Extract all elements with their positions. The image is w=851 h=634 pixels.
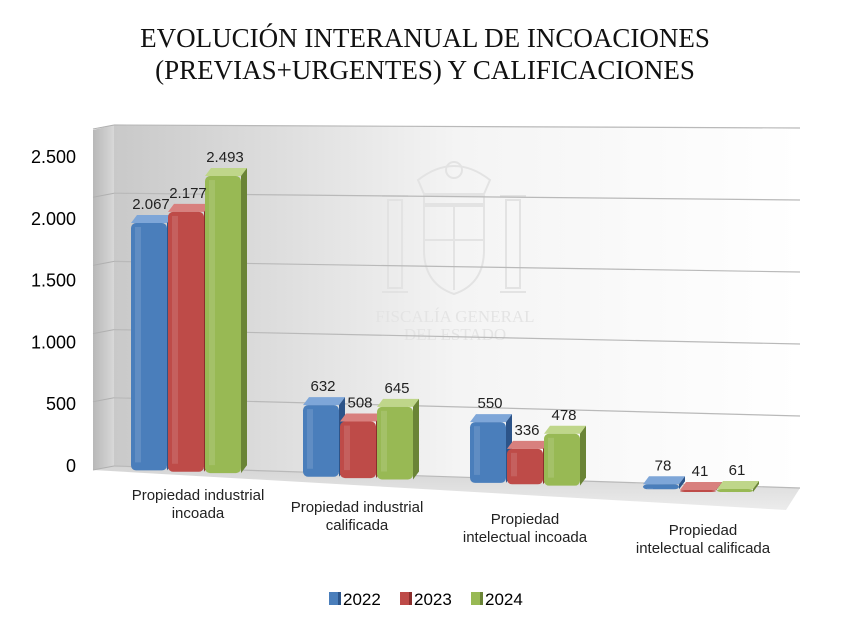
bar-top bbox=[470, 414, 512, 423]
gridline-side bbox=[92, 329, 115, 335]
data-label: 2.177 bbox=[169, 185, 207, 202]
legend-swatch-side bbox=[409, 592, 412, 605]
data-label: 2.493 bbox=[206, 149, 244, 166]
data-label: 478 bbox=[551, 407, 576, 424]
bar-top bbox=[131, 215, 173, 224]
bar-highlight bbox=[474, 426, 480, 475]
bar-highlight bbox=[344, 425, 350, 471]
bar bbox=[717, 489, 753, 493]
category-label: Propiedad industrial bbox=[132, 487, 265, 504]
category-label: Propiedad industrial bbox=[291, 499, 424, 516]
bar-highlight bbox=[381, 410, 387, 472]
gridline-side bbox=[92, 124, 115, 130]
bar bbox=[643, 484, 679, 490]
bar-top bbox=[205, 168, 247, 177]
side-wall bbox=[93, 125, 114, 470]
legend-label: 2024 bbox=[485, 590, 523, 609]
bar-highlight bbox=[172, 215, 178, 464]
bar-side bbox=[679, 476, 685, 490]
legend-label: 2023 bbox=[414, 590, 452, 609]
data-label: 2.067 bbox=[132, 196, 170, 213]
y-tick-label: 0 bbox=[66, 456, 76, 476]
bar-side bbox=[241, 168, 247, 474]
gridline-side bbox=[92, 192, 115, 198]
gridline bbox=[113, 124, 801, 129]
data-label: 508 bbox=[347, 395, 372, 412]
legend-swatch-side bbox=[480, 592, 483, 605]
legend: 2022 2023 2024 bbox=[329, 590, 523, 609]
bar-top bbox=[643, 476, 685, 485]
bar-highlight bbox=[209, 180, 215, 466]
bar-top bbox=[544, 425, 586, 434]
bar-top bbox=[717, 481, 759, 490]
bar-top bbox=[507, 440, 549, 449]
bar bbox=[340, 421, 376, 479]
bar bbox=[507, 448, 543, 485]
bar-side bbox=[413, 398, 419, 480]
data-labels: 2.067 632 550 78 2.177 508 336 41 2.493 645 478 61 bbox=[132, 149, 745, 480]
bars bbox=[131, 168, 759, 495]
bar-highlight bbox=[647, 488, 653, 490]
y-axis: 0 500 1.000 1.500 2.000 2.500 bbox=[31, 147, 76, 476]
bar-top bbox=[303, 397, 345, 406]
bar bbox=[544, 433, 580, 486]
gridline-side bbox=[92, 397, 115, 403]
y-tick-label: 1.000 bbox=[31, 332, 76, 352]
bar-top bbox=[680, 481, 722, 490]
back-wall bbox=[114, 125, 800, 488]
gridline-side bbox=[92, 465, 115, 471]
legend-swatch-side bbox=[338, 592, 341, 605]
chart-title-line-2: (PREVIAS+URGENTES) Y CALIFICACIONES bbox=[155, 55, 695, 85]
bar-highlight bbox=[307, 409, 313, 469]
chart-title-line-1: EVOLUCIÓN INTERANUAL DE INCOACIONES bbox=[140, 23, 710, 53]
legend-label: 2022 bbox=[343, 590, 381, 609]
category-label: calificada bbox=[326, 517, 389, 534]
y-tick-label: 500 bbox=[46, 394, 76, 414]
y-tick-label: 2.000 bbox=[31, 209, 76, 229]
data-label: 61 bbox=[729, 462, 746, 479]
bar bbox=[377, 406, 413, 480]
bar bbox=[680, 489, 716, 492]
category-label: incoada bbox=[172, 505, 225, 522]
watermark-line-1: FISCALÍA GENERAL bbox=[375, 307, 534, 326]
bar-highlight bbox=[721, 493, 727, 495]
floor bbox=[93, 466, 800, 510]
bar-top bbox=[168, 203, 210, 212]
bar-highlight bbox=[684, 493, 690, 495]
bar-highlight bbox=[511, 452, 517, 477]
bar-side bbox=[753, 481, 759, 493]
category-label: Propiedad bbox=[669, 522, 737, 539]
data-label: 41 bbox=[692, 463, 709, 480]
y-tick-label: 1.500 bbox=[31, 271, 76, 291]
gridline-side bbox=[92, 260, 115, 266]
category-label: Propiedad bbox=[491, 511, 559, 528]
data-label: 632 bbox=[310, 378, 335, 395]
bar bbox=[470, 422, 506, 483]
bar-top bbox=[340, 413, 382, 422]
y-tick-label: 2.500 bbox=[31, 147, 76, 167]
bar bbox=[205, 176, 241, 474]
data-label: 78 bbox=[655, 457, 672, 474]
plot-area bbox=[93, 125, 800, 510]
chart-title: EVOLUCIÓN INTERANUAL DE INCOACIONES (PRE… bbox=[140, 23, 710, 85]
data-label: 336 bbox=[514, 422, 539, 439]
data-label: 645 bbox=[384, 380, 409, 397]
bar-highlight bbox=[548, 437, 554, 478]
watermark-line-2: DEL ESTADO bbox=[404, 325, 506, 344]
bar bbox=[303, 405, 339, 477]
category-label: intelectual calificada bbox=[636, 540, 771, 557]
bar-highlight bbox=[135, 227, 141, 463]
bar-side bbox=[580, 425, 586, 486]
data-label: 550 bbox=[477, 395, 502, 412]
bar bbox=[131, 223, 167, 471]
bar-top bbox=[377, 398, 419, 407]
bar bbox=[168, 211, 204, 472]
category-label: intelectual incoada bbox=[463, 529, 588, 546]
